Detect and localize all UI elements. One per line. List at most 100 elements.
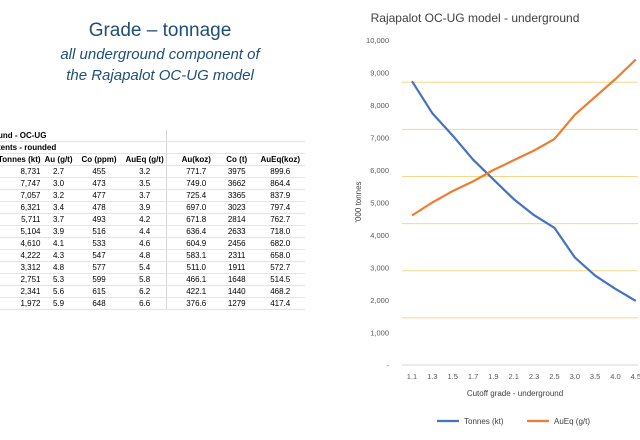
slide-subtitle-line1: all underground component of (60, 46, 260, 63)
table-cell: 4.8 (123, 249, 167, 262)
table-cell: 837.9 (255, 189, 306, 202)
table-cell: 648 (74, 297, 124, 310)
table-cell: 658.0 (255, 249, 306, 262)
table-cell: 1,972 (0, 297, 43, 310)
y-tick-label: 8,000 (370, 101, 389, 110)
column-header: AuEq(koz) (255, 153, 306, 166)
table-cell: 4.2 (123, 213, 167, 226)
table-cell: 5.3 (42, 273, 75, 286)
table-cell: 473 (74, 177, 124, 190)
table-cell: 671.8 (174, 213, 219, 226)
table-cell: 2311 (218, 249, 256, 262)
table-cell: 771.7 (174, 165, 219, 178)
table-caption-row: und - OC-UG (0, 130, 306, 142)
table-cell: 3,312 (0, 261, 43, 274)
table-cell: 477 (74, 189, 124, 202)
table-cell: 3.9 (42, 225, 75, 238)
column-header: AuEq (g/t) (123, 153, 167, 166)
table-cell: 376.6 (174, 297, 219, 310)
table-cell: 899.6 (255, 165, 306, 178)
table-cell: 1279 (218, 297, 256, 310)
x-tick-label: 1.9 (488, 372, 498, 381)
x-tick-label: 1.3 (427, 372, 437, 381)
x-axis-label: Cutoff grade - underground (467, 389, 563, 398)
series-line-tonnes (411, 80, 637, 302)
table-cell: 7,057 (0, 189, 43, 202)
y-tick-label: 3,000 (370, 264, 389, 273)
slide-subtitle-line2: the Rajapalot OC-UG model (66, 67, 254, 84)
x-tick-label: 1.1 (407, 372, 417, 381)
table-cell: 583.1 (174, 249, 219, 262)
table-row: 6,321 3.4 478 3.9 697.0 3023 797.4 (0, 201, 306, 214)
series-line-aueq (411, 58, 637, 217)
table-cell: 5,104 (0, 225, 43, 238)
x-tick-label: 2.1 (509, 372, 519, 381)
column-header: Au(koz) (174, 153, 219, 166)
table-cell: 3.5 (123, 177, 167, 190)
table-cell: 3.7 (123, 189, 167, 202)
y-tick-label: 10,000 (366, 36, 389, 45)
table-cell: 422.1 (174, 285, 219, 298)
legend-label: AuEq (g/t) (554, 417, 590, 426)
table-cell: 697.0 (174, 201, 219, 214)
table-cell: 6.2 (123, 285, 167, 298)
table-cell: 533 (74, 237, 124, 250)
table-row: 8,731 2.7 455 3.2 771.7 3975 899.6 (0, 165, 306, 178)
table-cell: 2,341 (0, 285, 43, 298)
table-cell: 4.6 (123, 237, 167, 250)
table-row: 1,972 5.9 648 6.6 376.6 1279 417.4 (0, 297, 306, 310)
table-cell: 493 (74, 213, 124, 226)
table-cell: 2456 (218, 237, 256, 250)
table-cell: 511.0 (174, 261, 219, 274)
table-cell: 5.4 (123, 261, 167, 274)
table-row: 2,751 5.3 599 5.8 466.1 1648 514.5 (0, 273, 306, 286)
table-cell: 3023 (218, 201, 256, 214)
column-header: Au (g/t) (42, 153, 75, 166)
table-cell: 4.3 (42, 249, 75, 262)
table-cell: 6,321 (0, 201, 43, 214)
table-cell: 2633 (218, 225, 256, 238)
table-cell: 762.7 (255, 213, 306, 226)
table-cell: 3.0 (42, 177, 75, 190)
table-cell: 547 (74, 249, 124, 262)
x-tick-label: 1.5 (447, 372, 457, 381)
y-tick-label: 9,000 (370, 69, 389, 78)
table-cell: 6.6 (123, 297, 167, 310)
table-row: 5,104 3.9 516 4.4 636.4 2633 718.0 (0, 225, 306, 238)
table-row: 4,610 4.1 533 4.6 604.9 2456 682.0 (0, 237, 306, 250)
table-cell: 5.8 (123, 273, 167, 286)
table-cell: 636.4 (174, 225, 219, 238)
table-cell: 417.4 (255, 297, 306, 310)
y-tick-label: 1,000 (370, 329, 389, 338)
table-row: 5,711 3.7 493 4.2 671.8 2814 762.7 (0, 213, 306, 226)
table-cell: 864.4 (255, 177, 306, 190)
table-cell: 604.9 (174, 237, 219, 250)
table-cell: 1648 (218, 273, 256, 286)
grade-tonnage-table: und - OC-UG tents - rounded Tonnes (kt) … (0, 130, 306, 310)
table-cell: 516 (74, 225, 124, 238)
table-cell: 577 (74, 261, 124, 274)
y-tick-label: 4,000 (370, 231, 389, 240)
table-caption: tents - rounded (0, 141, 124, 154)
table-cell: 2.7 (42, 165, 75, 178)
table-cell: 4,222 (0, 249, 43, 262)
table-cell: 718.0 (255, 225, 306, 238)
table-row: 7,057 3.2 477 3.7 725.4 3365 837.9 (0, 189, 306, 202)
y-tick-label: - (387, 361, 390, 370)
table-cell: 5,711 (0, 213, 43, 226)
table-cell: 8,731 (0, 165, 43, 178)
table-cell: 1440 (218, 285, 256, 298)
table-row: 3,312 4.8 577 5.4 511.0 1911 572.7 (0, 261, 306, 274)
x-tick-label: 2.5 (549, 372, 559, 381)
table-header-row: Tonnes (kt) Au (g/t) Co (ppm) AuEq (g/t)… (0, 153, 306, 166)
table-cell: 5.9 (42, 297, 75, 310)
table-cell: 3365 (218, 189, 256, 202)
table-cell: 3.2 (123, 165, 167, 178)
table-cell: 3.7 (42, 213, 75, 226)
table-row: 4,222 4.3 547 4.8 583.1 2311 658.0 (0, 249, 306, 262)
table-cell: 725.4 (174, 189, 219, 202)
table-cell: 514.5 (255, 273, 306, 286)
slide-title: Grade – tonnage (88, 20, 232, 41)
table-cell: 4.8 (42, 261, 75, 274)
table-cell: 572.7 (255, 261, 306, 274)
